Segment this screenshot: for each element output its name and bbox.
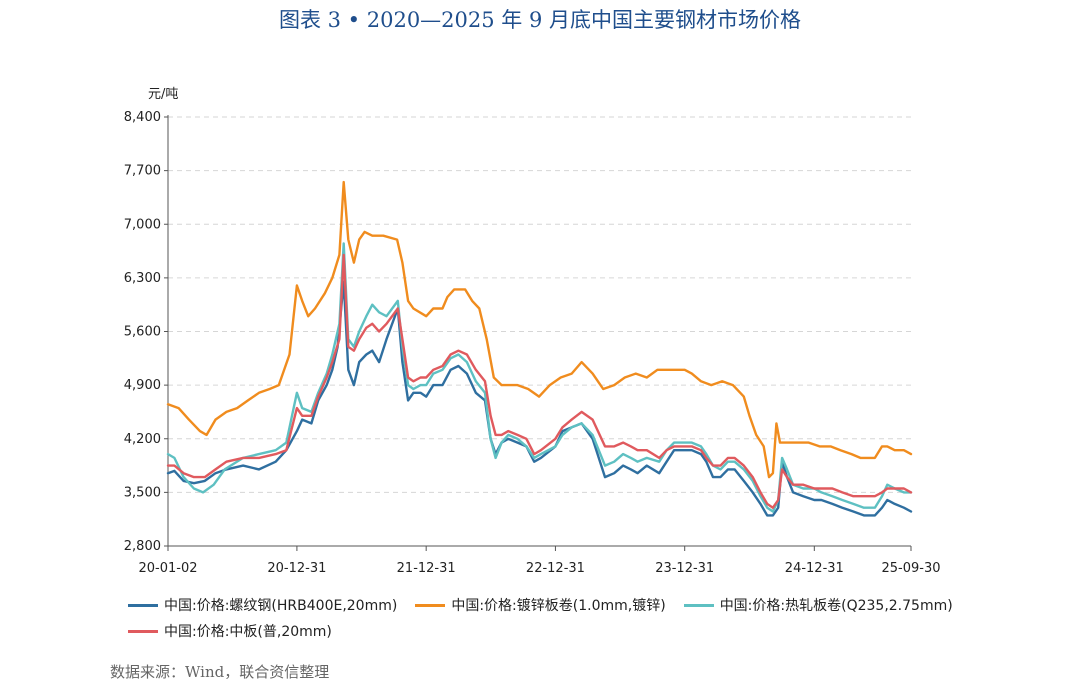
legend-swatch-medium-plate [128,629,158,633]
legend-label-rebar: 中国:价格:螺纹钢(HRB400E,20mm) [164,598,398,614]
x-tick-label: 24-12-31 [785,561,844,576]
x-tick-label: 21-12-31 [397,561,456,576]
legend-label-hot-rolled: 中国:价格:热轧板卷(Q235,2.75mm) [719,598,953,614]
legend-swatch-galvanized [415,603,446,607]
y-tick-label: 4,200 [124,432,161,447]
x-tick-label: 20-01-02 [138,561,197,576]
y-tick-label: 7,000 [124,217,161,232]
data-source-note: 数据来源：Wind，联合资信整理 [110,663,330,681]
series-line-rebar [166,280,913,517]
y-tick-label: 4,900 [124,378,161,393]
legend-swatch-rebar [128,603,158,607]
series-line-galvanized [166,180,913,479]
legend: 中国:价格:螺纹钢(HRB400E,20mm) 中国:价格:镀锌板卷(1.0mm… [128,592,1028,644]
y-axis-label: 元/吨 [148,87,178,102]
series-line-medium-plate [166,253,913,509]
x-tick-label: 23-12-31 [655,561,714,576]
y-tick-label: 3,500 [124,485,161,500]
y-tick-label: 6,300 [124,271,161,286]
grid-lines [168,116,911,493]
legend-item-medium-plate: 中国:价格:中板(普,20mm) [128,621,332,641]
page-title: 图表 3 • 2020—2025 年 9 月底中国主要钢材市场价格 [278,8,802,32]
y-tick-label: 7,700 [124,164,161,179]
x-tick-label: 22-12-31 [526,561,585,576]
x-tick-label: 25-09-30 [881,561,940,576]
legend-swatch-hot-rolled [683,603,714,607]
x-axis: 20-01-02 20-12-31 21-12-31 22-12-31 23-12-31… [138,545,941,576]
y-tick-label: 2,800 [124,539,161,554]
legend-item-hot-rolled: 中国:价格:热轧板卷(Q235,2.75mm) [683,595,953,615]
legend-label-medium-plate: 中国:价格:中板(普,20mm) [164,624,332,640]
series-lines [166,180,913,517]
y-axis: 2,800 3,500 4,200 4,900 5,600 6,300 7,000 7,700… [124,110,169,554]
series-line-hot-rolled [166,242,913,513]
line-chart: 元/吨 2,800 3,500 4,200 4,900 5,600 6,300 7,000 7… [124,87,941,576]
y-tick-label: 5,600 [124,325,161,340]
legend-item-galvanized: 中国:价格:镀锌板卷(1.0mm,镀锌) [415,595,666,615]
x-tick-label: 20-12-31 [267,561,326,576]
legend-item-rebar: 中国:价格:螺纹钢(HRB400E,20mm) [128,595,397,615]
legend-label-galvanized: 中国:价格:镀锌板卷(1.0mm,镀锌) [451,598,666,614]
y-tick-label: 8,400 [124,110,161,125]
